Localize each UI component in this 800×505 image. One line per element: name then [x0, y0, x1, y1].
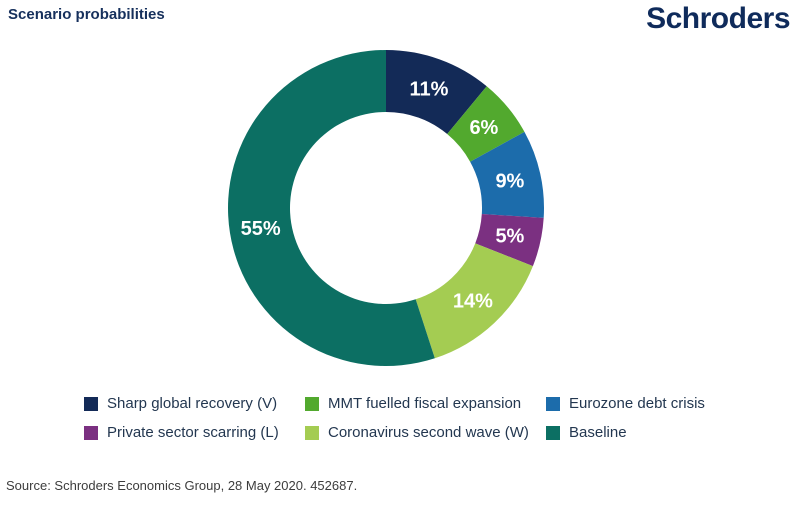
legend-item: Private sector scarring (L)	[84, 425, 305, 441]
legend-swatch	[305, 397, 319, 411]
donut-segment	[386, 50, 487, 135]
legend-label: Eurozone debt crisis	[569, 395, 705, 412]
legend-label: Private sector scarring (L)	[107, 424, 279, 441]
legend-label: Coronavirus second wave (W)	[328, 424, 529, 441]
donut-segment	[470, 131, 545, 218]
donut-data-label: 11%	[410, 79, 449, 101]
donut-data-label: 6%	[469, 117, 498, 139]
legend-label: MMT fuelled fiscal expansion	[328, 395, 522, 412]
donut-data-label: 55%	[241, 218, 281, 240]
legend-swatch	[546, 397, 560, 411]
legend-item: Sharp global recovery (V)	[84, 396, 305, 412]
donut-data-label: 9%	[495, 170, 524, 192]
donut-segment	[415, 243, 533, 359]
donut-data-label: 5%	[495, 226, 524, 248]
legend-item: Eurozone debt crisis	[546, 396, 705, 412]
source-note: Source: Schroders Economics Group, 28 Ma…	[6, 478, 358, 493]
donut-segment	[228, 50, 435, 366]
page-title: Scenario probabilities	[8, 6, 165, 23]
donut-segments	[228, 50, 545, 366]
legend: Sharp global recovery (V) MMT fuelled fis…	[84, 396, 705, 441]
legend-item: MMT fuelled fiscal expansion	[305, 396, 546, 412]
schroders-logo: Schroders	[646, 2, 790, 35]
legend-swatch	[84, 397, 98, 411]
donut-data-labels: 11% 6% 9% 5% 14% 55%	[241, 79, 525, 313]
donut-data-label: 14%	[453, 291, 493, 313]
legend-swatch	[546, 426, 560, 440]
legend-item: Baseline	[546, 425, 705, 441]
legend-swatch	[305, 426, 319, 440]
legend-swatch	[84, 426, 98, 440]
donut-segment	[447, 86, 525, 162]
legend-label: Baseline	[569, 424, 627, 441]
donut-segment	[475, 214, 544, 267]
legend-label: Sharp global recovery (V)	[107, 395, 278, 412]
legend-item: Coronavirus second wave (W)	[305, 425, 546, 441]
donut-chart: 11% 6% 9% 5% 14% 55%	[228, 50, 545, 366]
